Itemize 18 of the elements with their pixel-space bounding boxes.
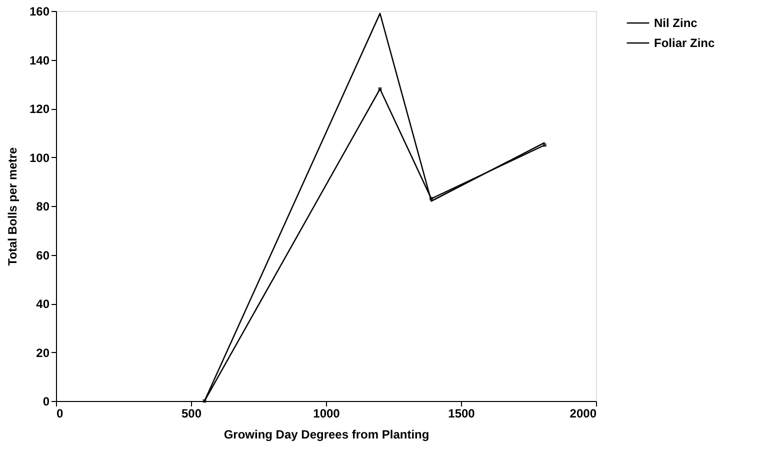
legend-label: Nil Zinc	[654, 16, 698, 30]
x-tick-label: 1000	[313, 406, 340, 420]
legend-label: Foliar Zinc	[654, 36, 715, 50]
y-tick-label: 120	[29, 102, 50, 116]
y-tick-label: 140	[29, 53, 50, 68]
y-tick-label: 20	[36, 346, 50, 360]
y-axis-title: Total Bolls per metre	[5, 146, 20, 266]
x-tick-label: 1500	[448, 406, 476, 420]
x-tick-label: 2000	[570, 406, 597, 420]
y-tick-label: 160	[29, 4, 50, 18]
y-tick-label: 100	[29, 150, 50, 165]
y-tick-label: 60	[36, 248, 50, 262]
x-tick-label: 500	[181, 406, 202, 420]
x-axis-title: Growing Day Degrees from Planting	[224, 428, 430, 442]
x-tick-label: 0	[56, 406, 64, 420]
y-tick-label: 80	[36, 200, 50, 214]
y-tick-label: 0	[42, 394, 50, 408]
y-tick-label: 40	[36, 297, 50, 311]
